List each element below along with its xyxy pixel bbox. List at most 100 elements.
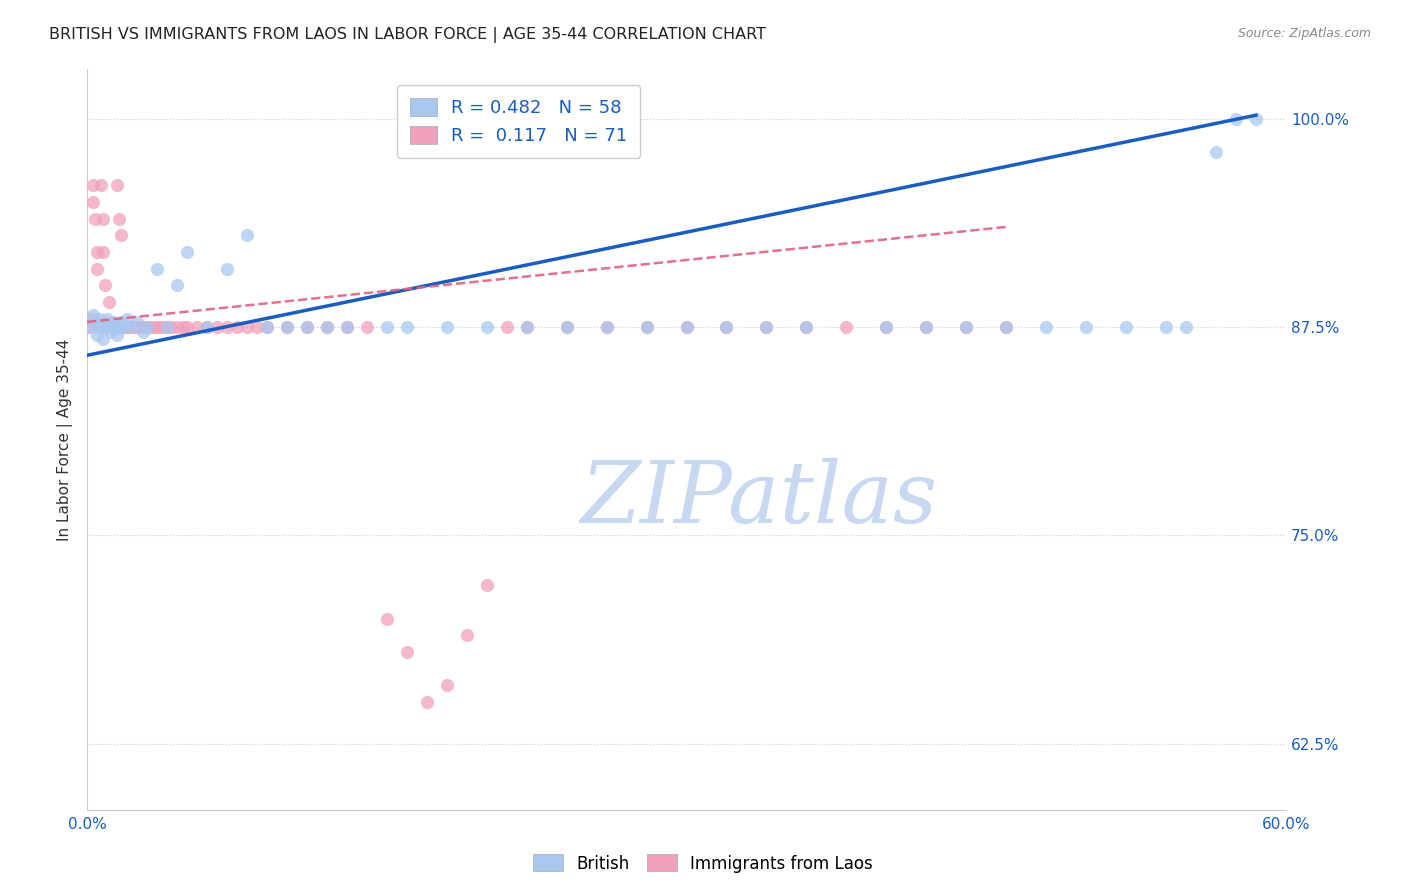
Point xyxy=(796,320,818,334)
Point xyxy=(1205,145,1227,159)
Point xyxy=(77,320,100,334)
Point xyxy=(100,325,122,339)
Point xyxy=(796,320,818,334)
Point xyxy=(205,320,228,334)
Point xyxy=(110,228,132,243)
Point xyxy=(395,320,418,334)
Point xyxy=(835,320,858,334)
Point xyxy=(555,320,578,334)
Point xyxy=(395,645,418,659)
Point xyxy=(516,320,538,334)
Point xyxy=(115,311,138,326)
Point xyxy=(148,320,170,334)
Text: Source: ZipAtlas.com: Source: ZipAtlas.com xyxy=(1237,27,1371,40)
Point xyxy=(94,278,117,293)
Point xyxy=(172,320,194,334)
Point xyxy=(108,320,131,334)
Point xyxy=(276,320,298,334)
Point xyxy=(86,328,108,343)
Point xyxy=(195,320,218,334)
Point xyxy=(186,320,208,334)
Point xyxy=(143,320,166,334)
Point xyxy=(226,320,249,334)
Point xyxy=(595,320,617,334)
Point xyxy=(112,320,135,334)
Point xyxy=(755,320,778,334)
Point xyxy=(96,311,118,326)
Point xyxy=(875,320,897,334)
Point xyxy=(120,320,142,334)
Point xyxy=(132,320,155,334)
Point xyxy=(1154,320,1177,334)
Point xyxy=(256,320,278,334)
Point xyxy=(675,320,697,334)
Point xyxy=(128,320,150,334)
Point xyxy=(98,320,121,334)
Point xyxy=(1076,320,1098,334)
Point xyxy=(955,320,977,334)
Legend: R = 0.482   N = 58, R =  0.117   N = 71: R = 0.482 N = 58, R = 0.117 N = 71 xyxy=(398,85,640,158)
Point xyxy=(955,320,977,334)
Point xyxy=(195,320,218,334)
Point xyxy=(875,320,897,334)
Text: ZIPatlas: ZIPatlas xyxy=(579,458,936,541)
Point xyxy=(87,311,110,326)
Point xyxy=(915,320,938,334)
Point xyxy=(124,320,146,334)
Point xyxy=(100,320,122,334)
Point xyxy=(375,612,398,626)
Point xyxy=(436,678,458,692)
Point xyxy=(336,320,359,334)
Point xyxy=(101,315,124,329)
Point xyxy=(80,311,103,326)
Point xyxy=(176,320,198,334)
Legend: British, Immigrants from Laos: British, Immigrants from Laos xyxy=(527,847,879,880)
Point xyxy=(276,320,298,334)
Point xyxy=(1244,112,1267,126)
Point xyxy=(716,320,738,334)
Point xyxy=(636,320,658,334)
Point xyxy=(716,320,738,334)
Point xyxy=(91,332,114,346)
Point xyxy=(104,320,127,334)
Point xyxy=(105,178,128,193)
Point xyxy=(176,244,198,259)
Point xyxy=(475,578,498,592)
Point xyxy=(139,320,162,334)
Point xyxy=(115,320,138,334)
Point xyxy=(90,320,112,334)
Point xyxy=(114,320,136,334)
Point xyxy=(120,320,142,334)
Point xyxy=(336,320,359,334)
Y-axis label: In Labor Force | Age 35-44: In Labor Force | Age 35-44 xyxy=(58,338,73,541)
Point xyxy=(84,315,107,329)
Point xyxy=(636,320,658,334)
Point xyxy=(416,695,439,709)
Point xyxy=(215,320,238,334)
Point xyxy=(90,178,112,193)
Point xyxy=(166,320,188,334)
Point xyxy=(80,320,103,334)
Text: BRITISH VS IMMIGRANTS FROM LAOS IN LABOR FORCE | AGE 35-44 CORRELATION CHART: BRITISH VS IMMIGRANTS FROM LAOS IN LABOR… xyxy=(49,27,766,43)
Point xyxy=(136,320,159,334)
Point xyxy=(256,320,278,334)
Point xyxy=(91,211,114,226)
Point xyxy=(125,315,148,329)
Point xyxy=(475,320,498,334)
Point xyxy=(315,320,337,334)
Point xyxy=(375,320,398,334)
Point xyxy=(456,628,478,642)
Point xyxy=(160,320,183,334)
Point xyxy=(356,320,378,334)
Point xyxy=(101,320,124,334)
Point xyxy=(82,178,104,193)
Point xyxy=(84,211,107,226)
Point xyxy=(112,320,135,334)
Point xyxy=(595,320,617,334)
Point xyxy=(82,308,104,322)
Point xyxy=(152,320,174,334)
Point xyxy=(86,261,108,276)
Point xyxy=(755,320,778,334)
Point xyxy=(86,244,108,259)
Point xyxy=(1225,112,1247,126)
